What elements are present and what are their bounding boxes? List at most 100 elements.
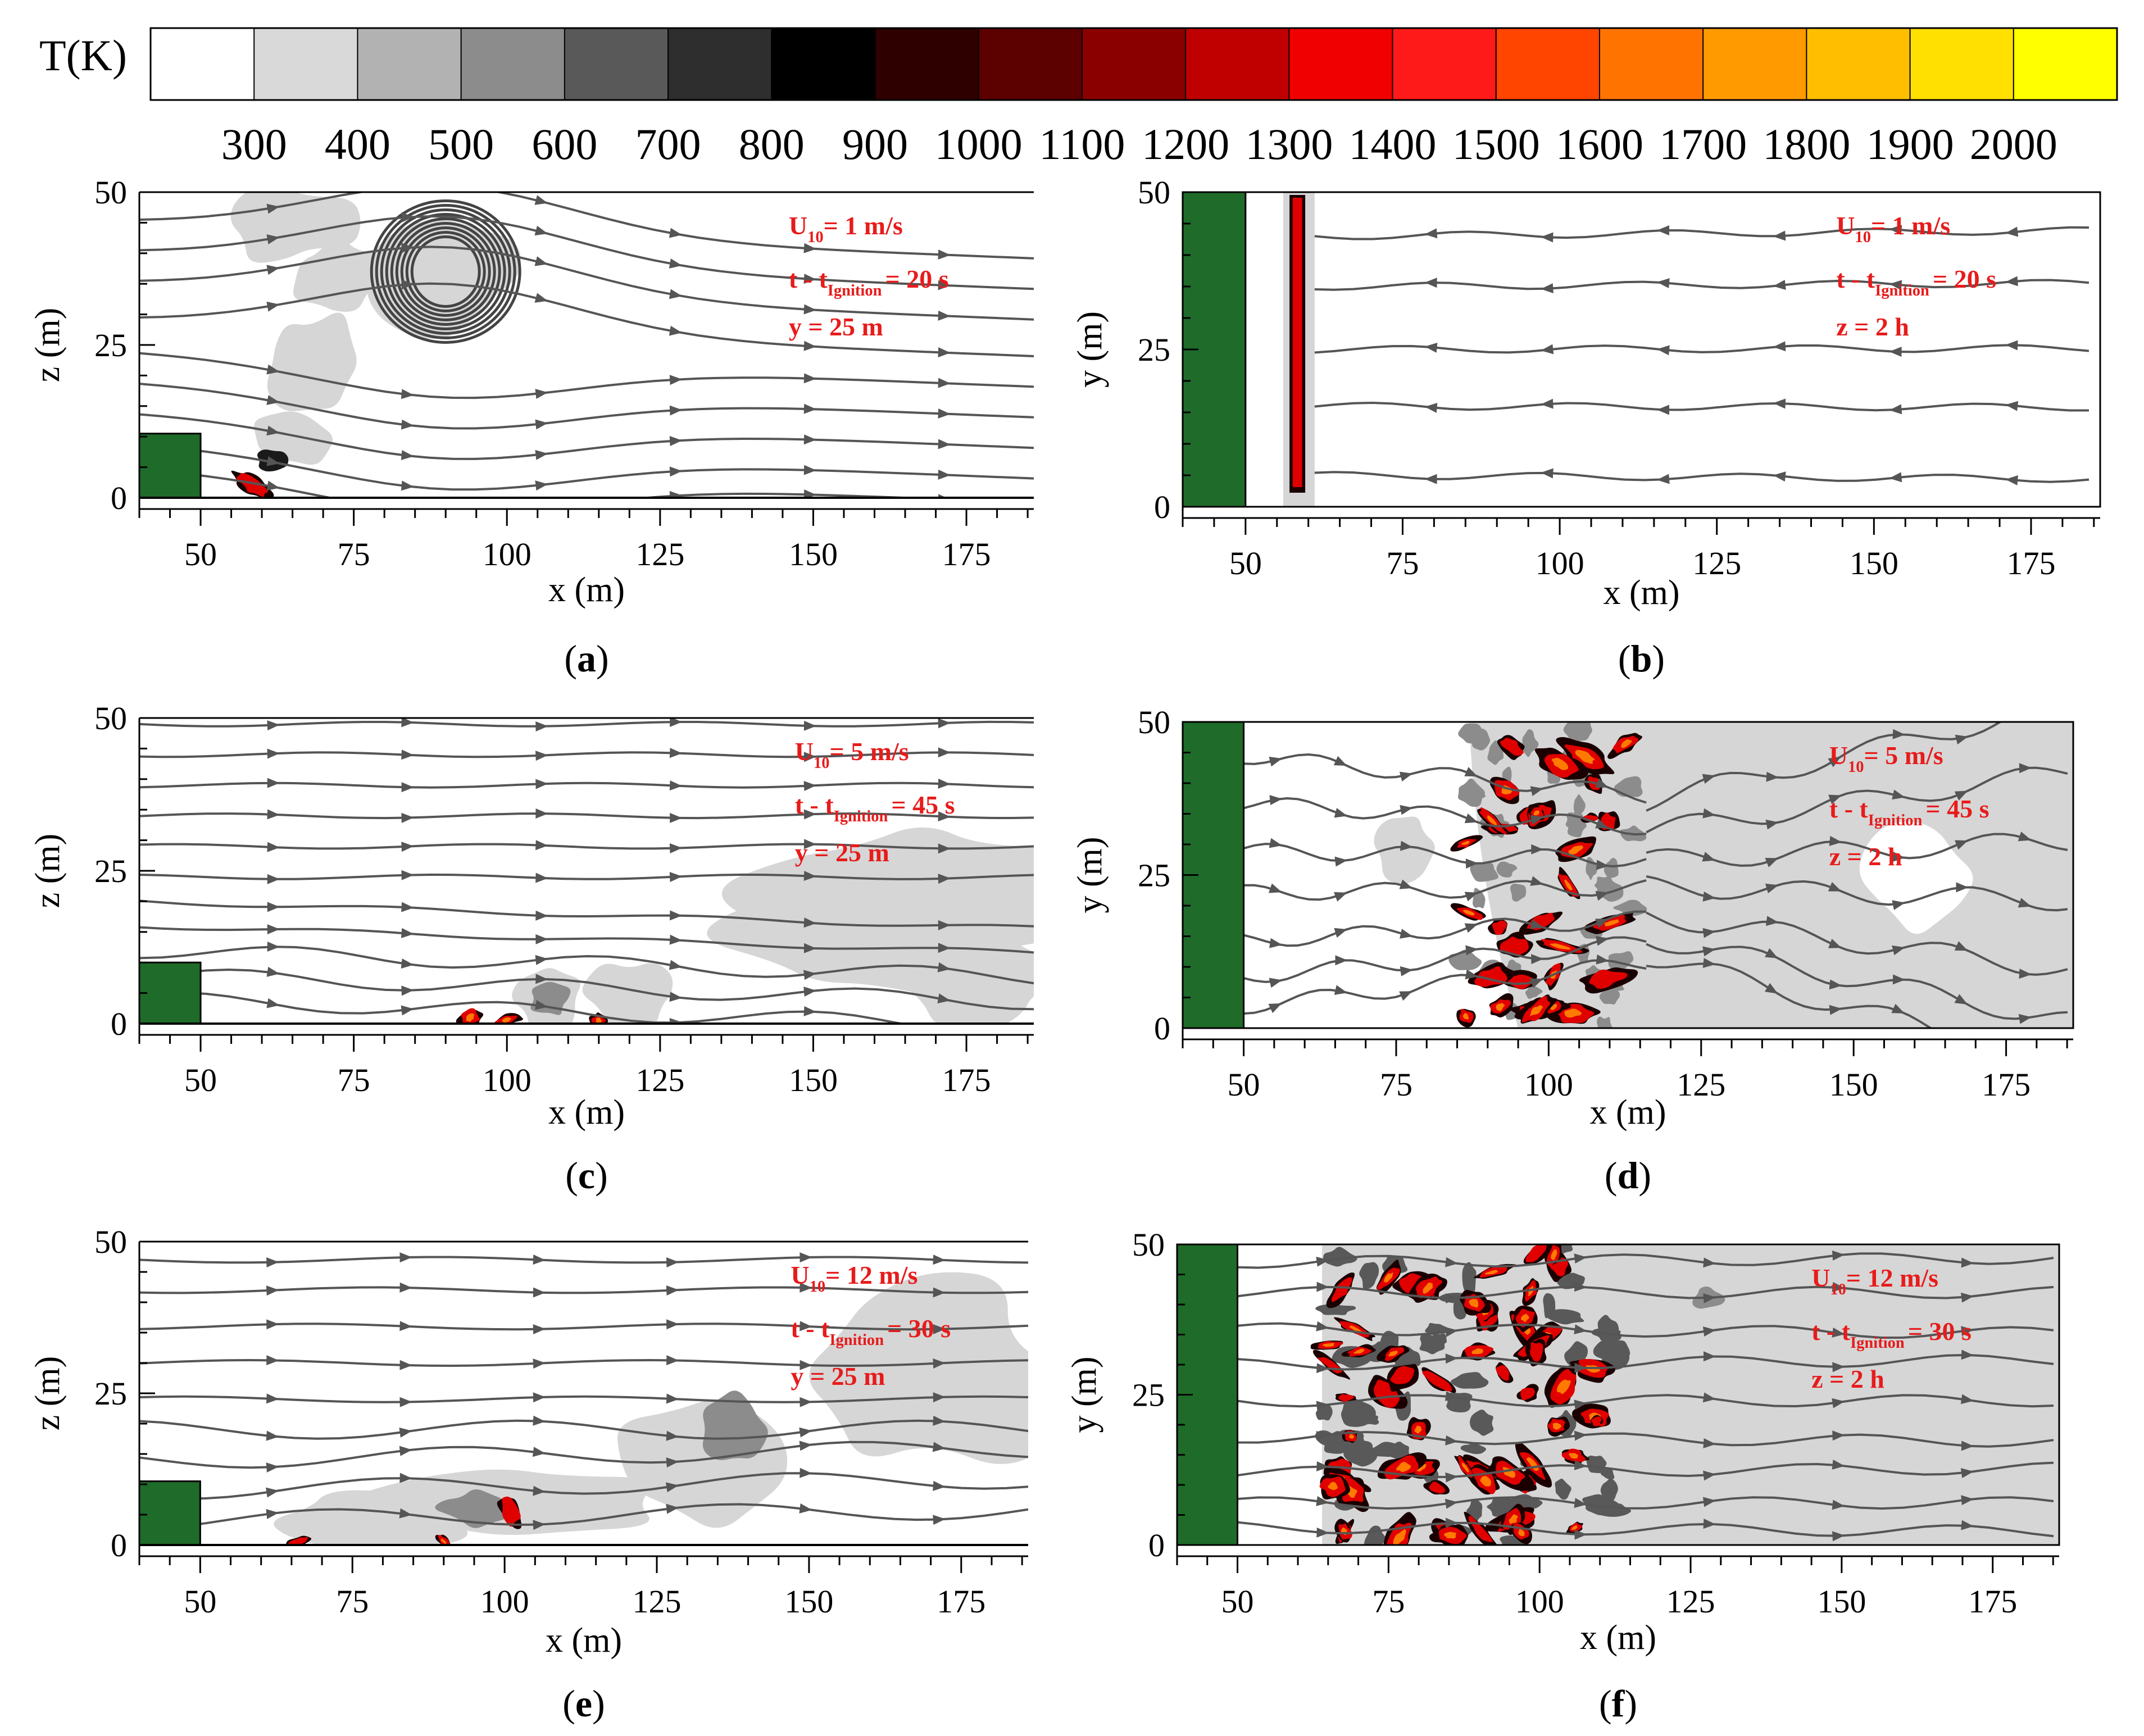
streamline-arrow <box>267 874 280 884</box>
streamline-arrow <box>1316 1401 1329 1411</box>
streamline-arrow <box>401 749 414 760</box>
time-symbol: t - t <box>791 1314 830 1343</box>
streamline-arrow <box>803 970 816 980</box>
streamline <box>139 946 1034 985</box>
time-value: = 30 s <box>1908 1317 1972 1346</box>
streamline-arrow <box>1334 985 1348 995</box>
streamline-arrow <box>938 920 951 930</box>
streamline-arrow <box>933 1515 946 1525</box>
annotation-plane: y = 25 m <box>791 1362 885 1390</box>
streamline-arrow <box>1703 1293 1716 1303</box>
streamline-arrow <box>266 1355 279 1366</box>
streamline <box>139 873 1034 880</box>
streamline-arrow <box>1335 955 1348 966</box>
streamline-arrow <box>533 1324 546 1334</box>
streamline-arrow <box>1541 398 1554 409</box>
streamline-arrow <box>1954 790 1968 801</box>
y-tick-label: 25 <box>94 327 127 363</box>
streamline-arrow <box>267 941 280 952</box>
streamline-arrow <box>803 871 816 881</box>
streamline-arrow <box>1892 900 1905 910</box>
smoke-dense <box>1599 989 1620 1005</box>
time-symbol: t - t <box>1829 794 1869 823</box>
streamline-arrow <box>938 874 951 884</box>
streamline-arrow <box>399 1428 412 1438</box>
streamline-arrow <box>266 966 280 977</box>
y-tick-label: 25 <box>1138 857 1170 894</box>
fire-core <box>1604 919 1619 926</box>
streamline-arrow <box>1773 471 1786 482</box>
y-tick-label: 50 <box>94 174 127 211</box>
streamline <box>139 751 1034 758</box>
streamline-arrow <box>399 1508 412 1519</box>
streamline-arrow <box>1424 342 1438 353</box>
y-tick-label: 50 <box>94 1224 127 1260</box>
streamline-arrow <box>1657 474 1670 484</box>
x-tick-label: 175 <box>942 1062 991 1098</box>
streamline-arrow <box>399 1397 412 1407</box>
smoke-dense <box>1323 1247 1357 1267</box>
streamline-arrow <box>266 301 280 312</box>
colorbar-cell <box>460 28 566 101</box>
x-tick-label: 125 <box>635 1062 684 1098</box>
streamline-arrow <box>1765 819 1779 830</box>
streamline-arrow <box>1703 1257 1716 1268</box>
time-symbol: t - t <box>795 790 834 819</box>
streamline-arrow <box>803 752 816 762</box>
streamline-arrow <box>1399 771 1413 782</box>
x-tick-label: 100 <box>483 536 532 572</box>
streamline-arrow <box>1829 1005 1842 1015</box>
streamline-arrow <box>1832 1362 1845 1373</box>
streamline <box>1210 936 1647 983</box>
streamline-arrow <box>535 910 548 921</box>
streamline-arrow <box>401 782 414 793</box>
streamline-arrow <box>1531 844 1544 855</box>
fire-core <box>1551 1249 1557 1260</box>
streamline-arrow <box>1954 994 1968 1005</box>
x-tick-label: 150 <box>789 1062 838 1098</box>
streamline-arrow <box>1530 876 1543 886</box>
fire-core <box>1471 1348 1483 1355</box>
colorbar-tick-label: 1300 <box>1245 120 1333 169</box>
streamline-arrow <box>1891 1003 1905 1014</box>
streamline-arrow <box>1702 808 1716 819</box>
streamline-arrow <box>1955 840 1968 850</box>
fire-core <box>1461 840 1470 845</box>
streamline-arrow <box>266 364 280 375</box>
streamline-arrow <box>938 778 951 789</box>
panel-caption: (c) <box>565 1154 608 1197</box>
fire-front <box>1529 1342 1543 1362</box>
fire-core <box>1328 1481 1338 1490</box>
fire-core <box>1568 846 1583 855</box>
smoke-dense <box>1451 1372 1489 1389</box>
colorbar-tick-label: 1700 <box>1659 120 1747 169</box>
plot-area <box>139 718 1034 1024</box>
fire-front <box>1492 920 1507 935</box>
x-tick-label: 100 <box>480 1583 529 1620</box>
streamline-arrow <box>535 999 548 1010</box>
streamline <box>139 1358 1028 1367</box>
streamline-arrow <box>533 1485 546 1496</box>
streamline-arrow <box>266 1462 279 1473</box>
wind-subscript: 10 <box>1830 1281 1846 1298</box>
streamline-arrow <box>666 1319 679 1330</box>
smoke-dense <box>1359 1262 1379 1290</box>
fire-core <box>466 1013 475 1022</box>
x-tick-label: 150 <box>789 536 838 572</box>
fire-core <box>1388 1351 1398 1357</box>
streamline-arrow <box>1657 278 1670 289</box>
fire-core <box>596 1017 602 1024</box>
smoke-patch <box>1374 816 1435 884</box>
streamline-arrow <box>803 943 816 953</box>
streamline-arrow <box>1773 341 1786 352</box>
fire-core <box>1353 1348 1365 1354</box>
streamline-arrow <box>535 872 548 883</box>
streamline-arrow <box>2018 831 2032 842</box>
streamline-arrow <box>938 811 951 822</box>
smoke-dense <box>1458 723 1482 746</box>
streamline-arrow <box>800 1397 812 1407</box>
streamline-arrow <box>535 974 548 984</box>
y-tick-label: 25 <box>1138 331 1170 368</box>
streamline-arrow <box>1445 1498 1458 1509</box>
x-axis-label: x (m) <box>548 571 625 609</box>
